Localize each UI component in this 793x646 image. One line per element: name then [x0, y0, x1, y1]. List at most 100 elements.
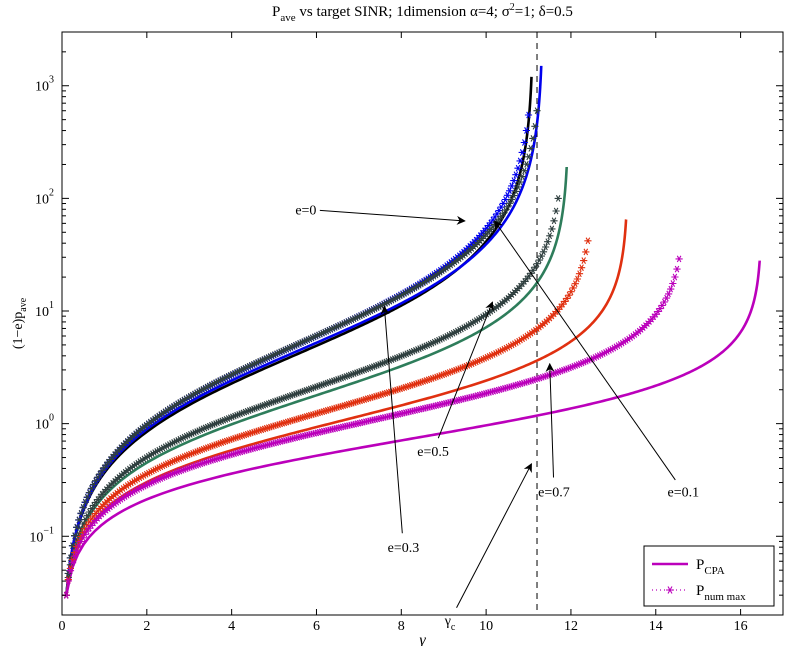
- star-marker: [552, 207, 560, 215]
- star-marker: [520, 167, 528, 175]
- y-axis: 10−1 100 101 102 103: [29, 51, 783, 596]
- star-marker: [524, 111, 533, 119]
- star-marker: [548, 225, 556, 233]
- star-marker: [514, 183, 522, 191]
- star-marker: [77, 509, 85, 517]
- y-tick-label: 103: [35, 75, 54, 95]
- annotation-arrow: [494, 220, 676, 481]
- star-series-e-0.3: [62, 195, 562, 599]
- x-tick-label: 2: [143, 619, 150, 634]
- star-marker: [550, 217, 558, 225]
- star-marker: [64, 576, 72, 583]
- x-tick-label: 14: [649, 619, 663, 634]
- curve-e-0: [64, 76, 533, 596]
- star-marker: [578, 264, 586, 272]
- legend-label: Pnum max: [696, 583, 746, 603]
- star-marker: [73, 547, 81, 555]
- x-axis-label: γ: [419, 632, 426, 646]
- legend-box: [643, 545, 775, 607]
- star-marker: [533, 107, 541, 115]
- annotation-label: e=0.5: [417, 445, 449, 460]
- star-marker: [518, 149, 526, 156]
- star-marker: [546, 232, 554, 240]
- star-marker: [539, 248, 548, 256]
- star-series-e-0.5: [62, 237, 592, 599]
- star-marker: [675, 255, 683, 263]
- star-marker: [508, 182, 516, 190]
- x-tick-label: 0: [59, 619, 66, 634]
- x-axis: 0 2 4 6 8 10 12 14 16: [59, 32, 748, 634]
- annotation-label: e=0: [295, 203, 316, 218]
- annotation-arrow: [319, 209, 466, 225]
- star-marker: [81, 498, 89, 506]
- star-marker: [512, 171, 520, 179]
- star-marker: [582, 248, 590, 256]
- star-marker: [671, 273, 679, 281]
- title-text: Pave vs target SINR; 1dimension α=4; σ2=…: [272, 2, 573, 24]
- star-marker: [522, 127, 530, 134]
- star-marker: [71, 552, 79, 560]
- annotation-arrow: [456, 463, 532, 608]
- star-marker: [529, 135, 537, 142]
- legend-label: PCPA: [696, 557, 725, 577]
- star-series-e-0.1: [62, 107, 541, 599]
- star-marker: [520, 139, 528, 146]
- annotation-label: e=0.7: [538, 485, 570, 500]
- star-marker: [527, 144, 535, 152]
- star-marker: [514, 164, 522, 172]
- star-marker: [542, 243, 550, 251]
- star-marker: [525, 153, 533, 161]
- star-marker: [573, 275, 581, 283]
- star-marker: [584, 237, 592, 245]
- chart-title: Pave vs target SINR; 1dimension α=4; σ2=…: [272, 2, 573, 24]
- x-tick-label: 4: [228, 619, 235, 634]
- star-marker: [516, 178, 524, 186]
- x-label-text: γ: [419, 632, 426, 646]
- annotation-arrow: [437, 301, 494, 439]
- x-tick-label: 6: [313, 619, 320, 634]
- star-marker: [580, 257, 588, 264]
- curve-e-0.3: [64, 166, 568, 596]
- star-marker: [516, 157, 524, 165]
- star-marker: [69, 559, 77, 567]
- star-marker: [554, 195, 562, 202]
- star-marker: [537, 252, 545, 260]
- curve-e-0.1: [64, 65, 543, 596]
- star-marker: [669, 280, 677, 287]
- annotation-arrow: [545, 362, 555, 478]
- annotation-label: e=0.1: [668, 485, 700, 500]
- y-tick-label: 102: [35, 187, 54, 207]
- star-marker: [518, 173, 526, 180]
- curve-e-0.7: [64, 260, 761, 596]
- star-marker: [510, 177, 518, 184]
- star-marker: [79, 503, 87, 511]
- star-marker: [506, 187, 514, 195]
- x-tick-label: 8: [398, 619, 405, 634]
- legend: PCPA Pnum max: [643, 545, 775, 607]
- x-tick-label: 12: [564, 619, 578, 634]
- star-marker: [544, 238, 552, 246]
- y-label-text: (1−e)pave: [11, 297, 29, 349]
- y-tick-label: 10−1: [29, 525, 54, 545]
- y-tick-label: 100: [35, 413, 54, 433]
- annotation-arrow: [380, 305, 403, 534]
- annotation-label: γc: [444, 614, 456, 633]
- x-tick-label: 10: [479, 619, 493, 634]
- star-marker: [673, 265, 681, 273]
- annotations: e=0 e=0.1 e=0.3 e=0.5 e=0.7 γc: [295, 203, 699, 633]
- star-marker: [575, 270, 584, 278]
- star-marker: [522, 160, 531, 168]
- curve-e-0.5: [64, 219, 628, 596]
- annotation-label: e=0.3: [388, 541, 420, 556]
- star-marker: [531, 122, 539, 130]
- plot-data: [62, 32, 761, 615]
- axes-box: [61, 31, 784, 616]
- legend-star-marker: [666, 586, 674, 594]
- star-marker: [75, 516, 83, 524]
- star-marker: [66, 567, 75, 575]
- y-tick-label: 101: [35, 300, 54, 320]
- star-marker: [665, 290, 673, 298]
- star-marker: [667, 285, 675, 293]
- x-tick-label: 16: [734, 619, 748, 634]
